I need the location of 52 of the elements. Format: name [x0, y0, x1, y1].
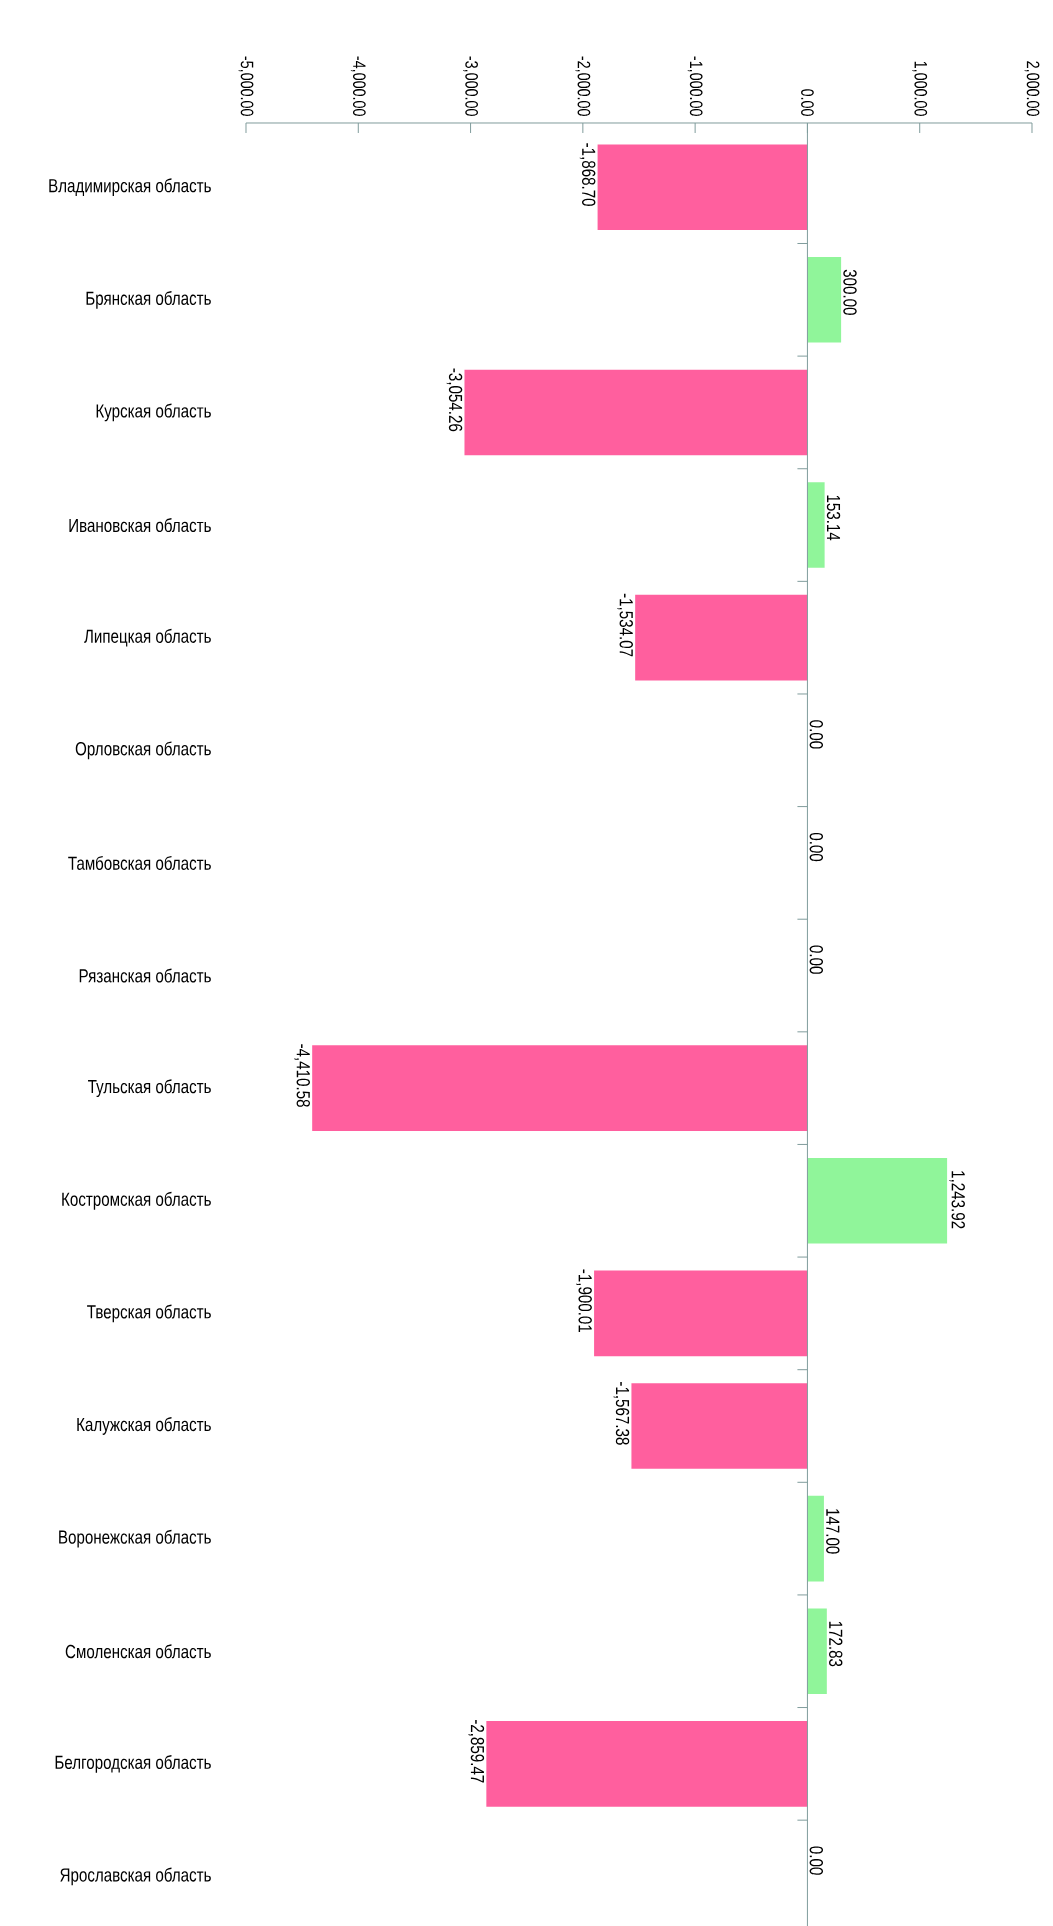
x-tick-label: 1,000.00: [912, 61, 928, 116]
x-tick-label: 0.00: [801, 89, 814, 116]
data-label: -1,868.70: [579, 143, 596, 206]
data-label: 0.00: [809, 720, 824, 749]
y-tick-label: Смоленская область: [65, 1644, 211, 1659]
bar: [486, 1721, 808, 1807]
y-tick-label: Липецкая область: [84, 628, 211, 647]
bar: [807, 1495, 824, 1582]
data-label: -4,410.58: [294, 1044, 310, 1107]
y-tick-label: Воронежская область: [59, 1529, 211, 1548]
data-label: -1,900.01: [576, 1269, 592, 1333]
y-tick-label: Костромская область: [62, 1191, 211, 1210]
y-tick-label: Рязанская область: [79, 968, 211, 983]
bar: [312, 1045, 808, 1131]
data-label: 1,243.92: [949, 1171, 965, 1229]
data-label: -2,859.47: [468, 1719, 485, 1783]
x-tick-label: -4,000.00: [350, 56, 366, 116]
y-tick-label: Курская область: [96, 403, 211, 422]
y-tick-label: Калужская область: [77, 1417, 211, 1435]
x-tick-label: -3,000.00: [463, 56, 478, 116]
y-tick-label: Брянская область: [86, 290, 211, 309]
bar: [807, 1608, 827, 1695]
bar: [807, 482, 825, 568]
bar: [635, 594, 808, 681]
data-label: 0.00: [809, 832, 824, 862]
data-label: -1,567.38: [613, 1382, 630, 1445]
y-tick-label: Владимирская область: [49, 178, 211, 197]
data-label: 0.00: [809, 945, 824, 974]
x-tick-label: -2,000.00: [575, 56, 591, 116]
x-tick-label: -1,000.00: [687, 56, 703, 116]
data-label: 153.14: [826, 495, 841, 541]
y-tick-label: Тверская область: [87, 1304, 211, 1323]
x-tick-label: -5,000.00: [238, 56, 254, 116]
bar: [594, 1270, 808, 1357]
bar: [464, 369, 808, 456]
y-tick-label: Ивановская область: [69, 518, 211, 533]
y-tick-label: Тамбовская область: [68, 855, 211, 870]
data-label: -1,534.07: [617, 593, 633, 657]
bar: [631, 1383, 808, 1469]
data-label: 172.83: [829, 1621, 843, 1667]
data-label: 300.00: [843, 269, 857, 315]
y-tick-label: Белгородская область: [55, 1754, 211, 1773]
bar: [807, 257, 842, 343]
bar: [807, 1157, 948, 1244]
x-tick-label: 2,000.00: [1024, 61, 1040, 116]
y-tick-label: Орловская область: [75, 741, 211, 760]
bar: [597, 144, 808, 230]
data-label: -3,054.26: [446, 368, 463, 432]
data-label: 0.00: [809, 1846, 824, 1875]
data-label: 147.00: [826, 1509, 840, 1554]
y-tick-label: Ярославская область: [60, 1867, 211, 1886]
y-tick-label: Тульская область: [88, 1079, 211, 1098]
